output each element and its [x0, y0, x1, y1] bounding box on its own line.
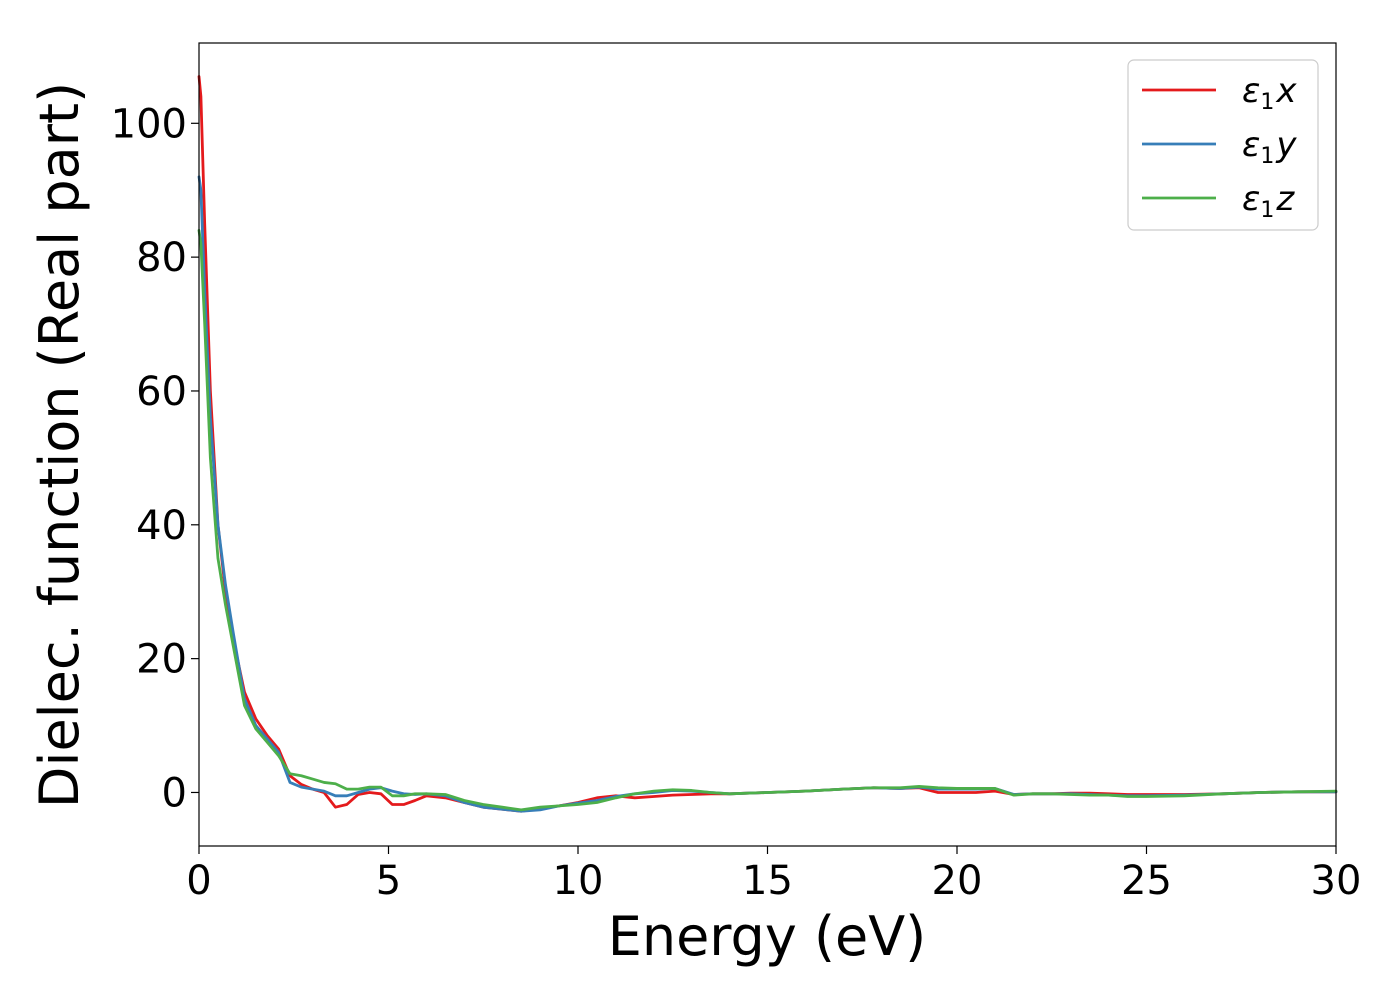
x-tick-label: 0: [186, 858, 211, 904]
plot-lines: [197, 75, 1338, 813]
x-tick-label: 30: [1311, 858, 1362, 904]
series-line-y: [197, 175, 1338, 813]
y-tick-label: 80: [136, 235, 187, 281]
x-axis-label: Energy (eV): [608, 905, 927, 968]
legend-label-y: ε1y: [1242, 125, 1297, 169]
legend-label-z: ε1z: [1242, 179, 1295, 223]
x-axis: 0 5 10 15 20 25 30: [186, 846, 1361, 904]
y-tick-label: 20: [136, 637, 187, 683]
y-tick-label: 60: [136, 369, 187, 415]
legend-label-x: ε1x: [1242, 71, 1297, 115]
x-tick-label: 25: [1121, 858, 1172, 904]
legend: ε1x ε1y ε1z: [1127, 59, 1319, 231]
x-tick-label: 5: [376, 858, 401, 904]
y-tick-label: 40: [136, 503, 187, 549]
y-axis-label: Dielec. function (Real part): [28, 82, 91, 808]
y-axis: 0 20 40 60 80 100: [111, 101, 199, 816]
x-tick-label: 15: [742, 858, 793, 904]
legend-box: [1127, 59, 1319, 231]
y-tick-label: 100: [111, 101, 187, 147]
x-tick-label: 20: [932, 858, 983, 904]
series-line-z: [197, 228, 1338, 812]
y-tick-label: 0: [162, 770, 187, 816]
x-tick-label: 10: [553, 858, 604, 904]
